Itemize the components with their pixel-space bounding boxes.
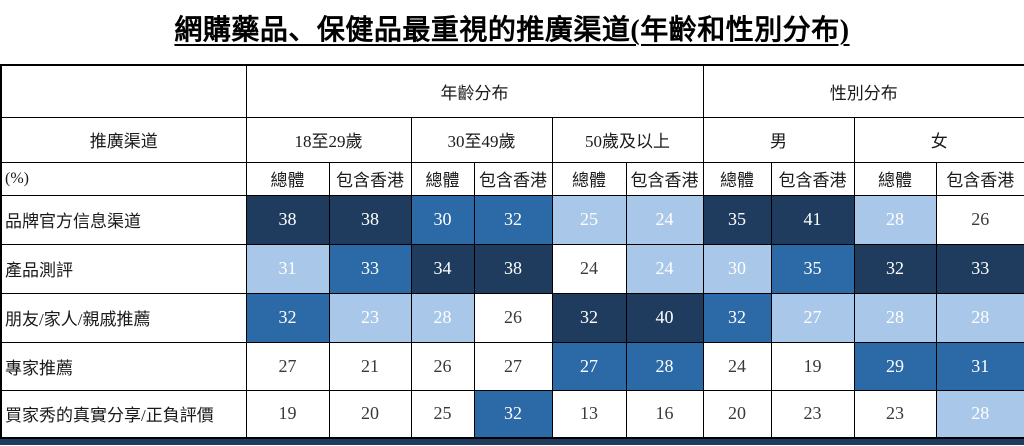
heatmap-cell: 27 [770, 292, 855, 343]
heatmap-cell: 27 [245, 341, 330, 391]
heatmap-cell: 33 [935, 243, 1024, 294]
heatmap-cell: 26 [473, 292, 553, 343]
heatmap-cell: 23 [328, 292, 412, 343]
heatmap-cell: 28 [935, 389, 1024, 439]
corner-cell [0, 64, 247, 118]
heatmap-cell: 20 [702, 389, 772, 439]
heatmap-cell: 24 [625, 243, 704, 294]
table-body: 品牌官方信息渠道 38 38 30 32 25 24 35 41 28 26 產品測評 31 33 34 38… [0, 194, 1024, 439]
header-age-50-plus: 50歲及以上 [551, 116, 704, 163]
heatmap-cell: 20 [328, 389, 412, 439]
heatmap-cell: 28 [625, 341, 704, 391]
cutoff-next-row-strip [0, 439, 1024, 445]
unit-label: (%) [0, 161, 247, 196]
table-row: 產品測評 31 33 34 38 24 24 30 35 32 33 [0, 243, 1024, 294]
subcol-header: 包含香港 [625, 161, 704, 196]
subcol-header: 總體 [245, 161, 330, 196]
heatmap-cell: 23 [770, 389, 855, 439]
header-age-18-29: 18至29歲 [245, 116, 412, 163]
heatmap-cell: 26 [410, 341, 475, 391]
heatmap-cell: 27 [473, 341, 553, 391]
heatmap-cell: 30 [702, 243, 772, 294]
heatmap-cell: 24 [702, 341, 772, 391]
subcol-header: 包含香港 [935, 161, 1024, 196]
header-gender-distribution: 性別分布 [702, 64, 1024, 118]
header-promotion-channel: 推廣渠道 [0, 116, 247, 163]
heatmap-cell: 25 [410, 389, 475, 439]
heatmap-cell: 28 [935, 292, 1024, 343]
heatmap-cell: 30 [410, 194, 475, 245]
table-row: 朋友/家人/親戚推薦 32 23 28 26 32 40 32 27 28 28 [0, 292, 1024, 343]
table-row: 買家秀的真實分享/正負評價 19 20 25 32 13 16 20 23 23 28 [0, 389, 1024, 439]
heatmap-cell: 32 [853, 243, 937, 294]
heatmap-cell: 28 [410, 292, 475, 343]
row-label: 品牌官方信息渠道 [0, 194, 247, 245]
heatmap-cell: 13 [551, 389, 627, 439]
heatmap-cell: 35 [770, 243, 855, 294]
heatmap-cell: 32 [245, 292, 330, 343]
heatmap-cell: 41 [770, 194, 855, 245]
heatmap-cell: 31 [245, 243, 330, 294]
heatmap-cell: 28 [853, 194, 937, 245]
heatmap-cell: 28 [853, 292, 937, 343]
header-row-segments: 推廣渠道 18至29歲 30至49歲 50歲及以上 男 女 [0, 116, 1024, 163]
heatmap-cell: 31 [935, 341, 1024, 391]
heatmap-cell: 35 [702, 194, 772, 245]
heatmap-cell: 34 [410, 243, 475, 294]
header-female: 女 [853, 116, 1024, 163]
subcol-header: 總體 [410, 161, 475, 196]
row-label: 專家推薦 [0, 341, 247, 391]
heatmap-table: 年齡分布 性別分布 推廣渠道 18至29歲 30至49歲 50歲及以上 男 女 … [0, 64, 1024, 439]
header-row-groups: 年齡分布 性別分布 [0, 64, 1024, 118]
header-row-subcols: (%) 總體 包含香港 總體 包含香港 總體 包含香港 總體 包含香港 總體 包… [0, 161, 1024, 196]
heatmap-cell: 24 [551, 243, 627, 294]
heatmap-cell: 16 [625, 389, 704, 439]
heatmap-cell: 21 [328, 341, 412, 391]
row-label: 買家秀的真實分享/正負評價 [0, 389, 247, 439]
header-age-distribution: 年齡分布 [245, 64, 704, 118]
heatmap-cell: 32 [702, 292, 772, 343]
heatmap-cell: 40 [625, 292, 704, 343]
heatmap-cell: 33 [328, 243, 412, 294]
table-row: 品牌官方信息渠道 38 38 30 32 25 24 35 41 28 26 [0, 194, 1024, 245]
subcol-header: 總體 [853, 161, 937, 196]
heatmap-cell: 38 [328, 194, 412, 245]
heatmap-cell: 32 [473, 194, 553, 245]
heatmap-cell: 38 [245, 194, 330, 245]
subcol-header: 總體 [551, 161, 627, 196]
heatmap-cell: 19 [770, 341, 855, 391]
heatmap-cell: 23 [853, 389, 937, 439]
heatmap-cell: 24 [625, 194, 704, 245]
heatmap-cell: 32 [473, 389, 553, 439]
table-row: 專家推薦 27 21 26 27 27 28 24 19 29 31 [0, 341, 1024, 391]
heatmap-cell: 19 [245, 389, 330, 439]
row-label: 朋友/家人/親戚推薦 [0, 292, 247, 343]
heatmap-cell: 38 [473, 243, 553, 294]
heatmap-cell: 25 [551, 194, 627, 245]
chart-title: 網購藥品、保健品最重視的推廣渠道(年齡和性別分布) [174, 15, 850, 46]
heatmap-cell: 29 [853, 341, 937, 391]
row-label: 產品測評 [0, 243, 247, 294]
subcol-header: 包含香港 [328, 161, 412, 196]
subcol-header: 總體 [702, 161, 772, 196]
heatmap-cell: 26 [935, 194, 1024, 245]
heatmap-cell: 32 [551, 292, 627, 343]
heatmap-cell: 27 [551, 341, 627, 391]
header-male: 男 [702, 116, 855, 163]
header-age-30-49: 30至49歲 [410, 116, 553, 163]
subcol-header: 包含香港 [473, 161, 553, 196]
subcol-header: 包含香港 [770, 161, 855, 196]
